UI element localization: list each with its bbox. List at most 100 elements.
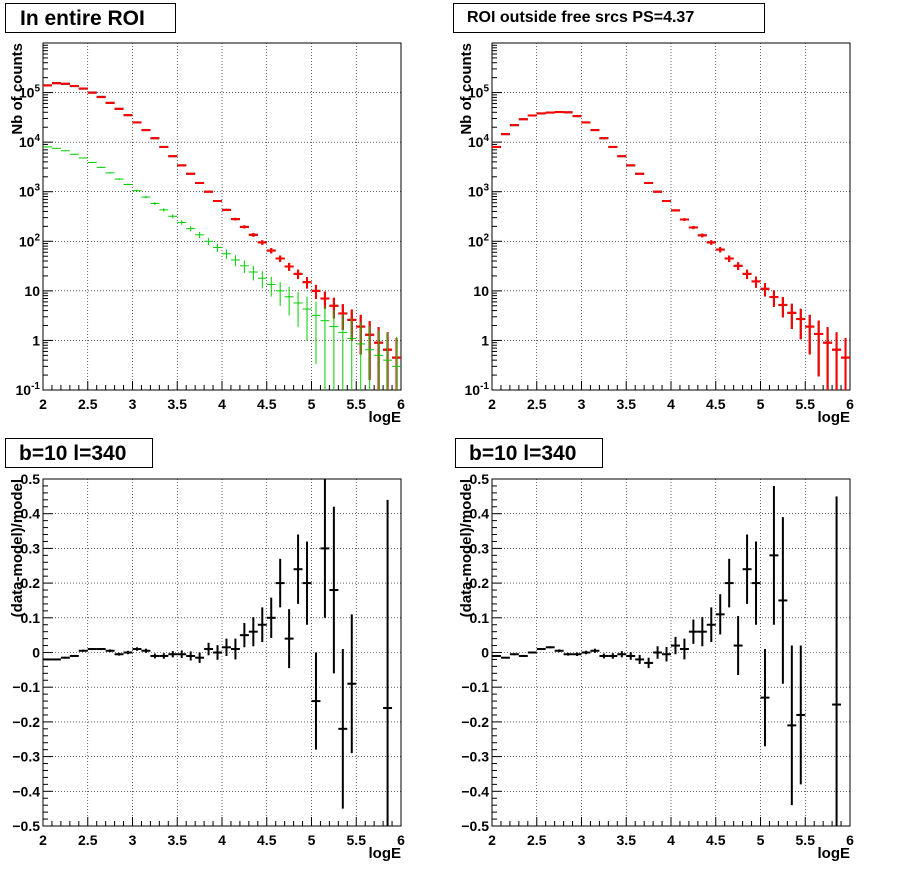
y-tick-label: 0.2: [470, 575, 490, 591]
x-tick-label: 4.5: [706, 396, 726, 412]
data-point: [635, 654, 645, 664]
y-tick-label: 0: [32, 645, 40, 661]
data-point: [51, 658, 61, 661]
data-point: [706, 240, 716, 245]
x-axis-label: logE: [818, 845, 851, 862]
data-point: [832, 332, 842, 390]
data-point: [635, 172, 645, 175]
data-point: [509, 653, 519, 656]
data-point: [536, 647, 546, 651]
x-tick-label: 2.5: [527, 396, 547, 412]
x-tick-label: 5.5: [796, 832, 816, 848]
data-point: [374, 329, 384, 390]
y-tick-label: 104: [468, 133, 490, 150]
data-point: [195, 181, 205, 184]
x-tick-label: 2.5: [527, 832, 547, 848]
data-point: [760, 283, 770, 297]
data-point: [293, 534, 303, 604]
chart-panel-4: 2 2.5 3 3.5 4 4.5 5 5.5 6 −0.5 −0.4 −0.3 −0.2 −0.1 0 0.…: [458, 471, 854, 862]
data-point: [311, 301, 321, 364]
y-tick-label: 0.1: [21, 610, 41, 626]
data-point: [644, 657, 654, 669]
x-axis-label: logE: [818, 409, 851, 426]
data-point: [230, 638, 240, 660]
y-tick-label: 102: [468, 232, 490, 249]
data-point: [293, 269, 303, 280]
data-point: [105, 172, 115, 174]
data-point: [132, 189, 142, 192]
chart-panel-3: 2 2.5 3 3.5 4 4.5 5 5.5 6 −0.5 −0.4 −0.3 −0.2 −0.1 0 0.…: [9, 471, 405, 862]
data-point: [150, 653, 160, 659]
data-point: [302, 296, 312, 341]
x-tick-label: 3.5: [168, 832, 188, 848]
x-tick-label: 4: [667, 396, 675, 412]
x-tick-label: 3.5: [617, 396, 637, 412]
series-1: [492, 485, 842, 826]
y-axis-label: (data-model)/model: [458, 479, 475, 617]
data-point: [563, 652, 573, 656]
data-point: [329, 506, 339, 674]
panel-title: b=10 l=340: [455, 438, 603, 468]
data-point: [60, 656, 70, 659]
x-tick-label: 6: [846, 832, 854, 848]
y-tick-label: 0.2: [21, 575, 41, 591]
data-point: [679, 638, 689, 660]
series-2: [43, 82, 401, 390]
data-point: [43, 146, 52, 148]
panel-title: ROI outside free srcs PS=4.37: [453, 3, 765, 33]
y-axis-label: Nb of counts: [9, 43, 26, 135]
data-point: [204, 190, 214, 193]
chart-panel-1: 2 2.5 3 3.5 4 4.5 5 5.5 6 10-1 1 10 102 103 104 105 logE…: [9, 42, 405, 426]
data-point: [230, 217, 240, 221]
y-tick-label: −0.1: [12, 679, 40, 695]
data-point: [248, 233, 258, 237]
data-point: [96, 647, 106, 651]
data-point: [239, 623, 249, 648]
y-tick-label: 104: [19, 133, 41, 150]
series-3: [43, 146, 401, 390]
y-tick-label: 102: [19, 232, 41, 249]
data-point: [554, 649, 564, 653]
data-point: [347, 614, 357, 754]
data-point: [87, 647, 97, 651]
data-point: [787, 645, 797, 806]
data-point: [168, 155, 178, 158]
data-point: [338, 649, 348, 809]
x-tick-label: 4: [667, 832, 675, 848]
data-point: [51, 147, 61, 149]
data-point: [671, 636, 680, 655]
x-tick-label: 4: [218, 832, 226, 848]
data-point: [715, 247, 725, 253]
data-point: [168, 651, 178, 658]
y-tick-label: −0.2: [461, 714, 489, 730]
x-axis-label: logE: [369, 409, 402, 426]
data-point: [697, 617, 707, 647]
data-point: [769, 290, 779, 307]
x-tick-label: 2: [39, 396, 47, 412]
data-point: [204, 238, 214, 246]
data-point: [644, 181, 654, 184]
x-tick-label: 3: [129, 832, 137, 848]
data-point: [141, 195, 151, 199]
x-tick-label: 3: [129, 396, 137, 412]
y-tick-label: 1: [481, 332, 489, 348]
x-tick-label: 4: [218, 396, 226, 412]
data-point: [527, 651, 537, 654]
y-tick-label: 105: [19, 84, 41, 101]
x-tick-label: 2: [39, 832, 47, 848]
data-point: [688, 619, 698, 644]
data-point: [141, 648, 151, 653]
data-point: [742, 269, 752, 280]
data-point: [186, 226, 196, 232]
data-point: [841, 337, 850, 390]
data-point: [239, 260, 249, 273]
data-point: [195, 232, 205, 239]
data-point: [87, 161, 97, 163]
x-axis-label: logE: [369, 845, 402, 862]
data-point: [626, 652, 636, 660]
data-point: [823, 327, 833, 390]
data-point: [338, 314, 348, 390]
data-point: [500, 656, 510, 659]
data-point: [186, 651, 196, 661]
data-point: [257, 271, 267, 289]
